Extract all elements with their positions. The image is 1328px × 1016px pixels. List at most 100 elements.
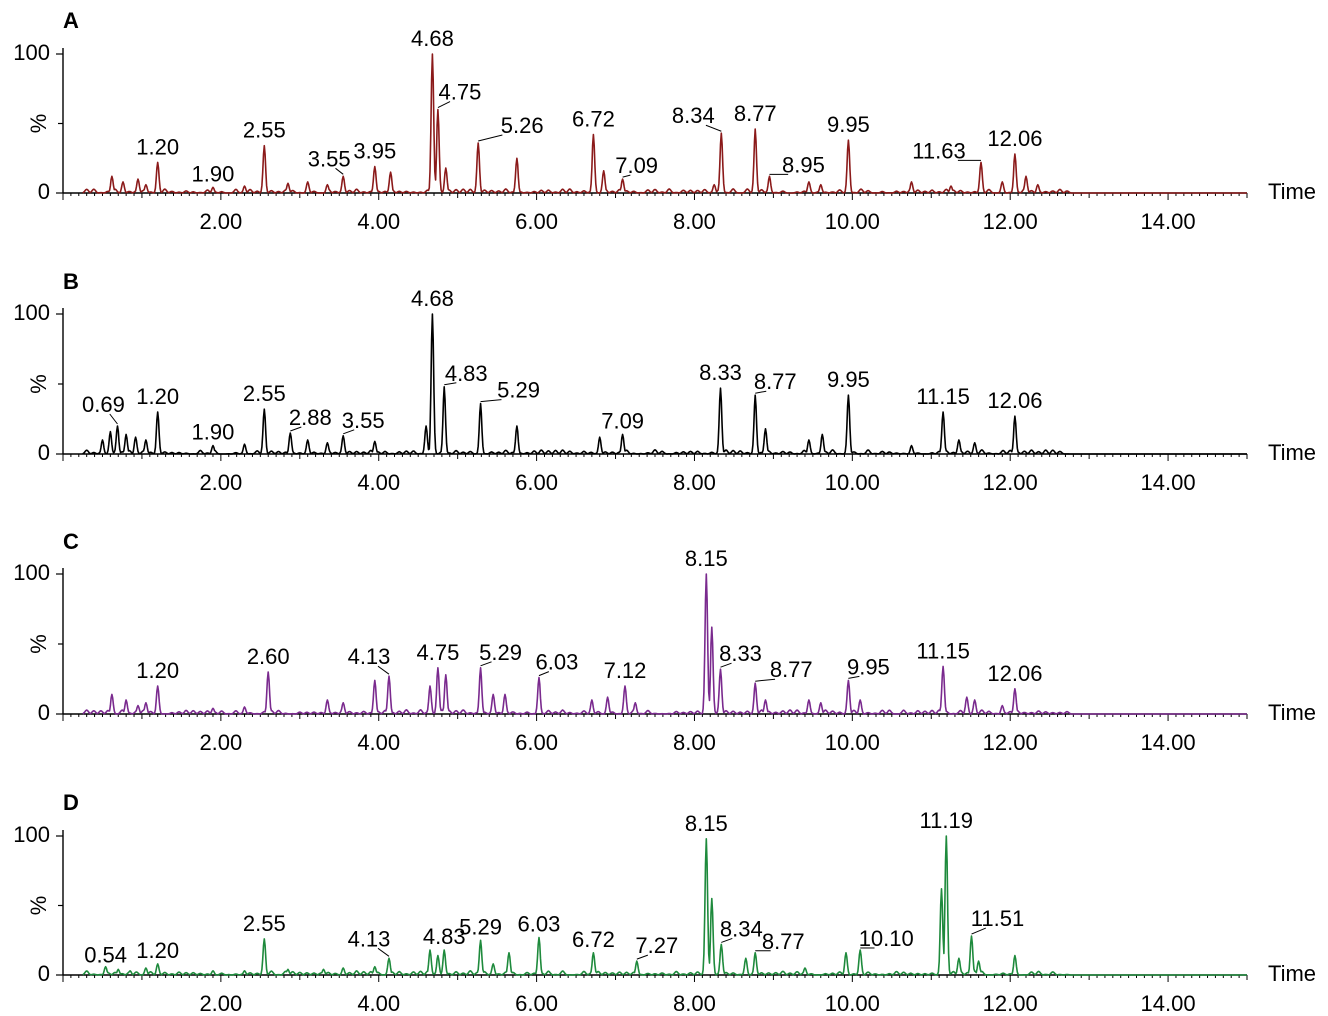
peak-label: 1.20 [136, 658, 179, 683]
peak-label: 8.77 [770, 657, 813, 682]
peak-label: 7.09 [615, 153, 658, 178]
x-tick-label: 14.00 [1141, 730, 1196, 755]
x-tick-label: 14.00 [1141, 470, 1196, 495]
x-tick-label: 4.00 [357, 209, 400, 234]
x-tick-label: 8.00 [673, 209, 716, 234]
peak-leader-line [755, 390, 767, 394]
chromatogram-trace [82, 573, 1247, 715]
peak-label: 3.55 [308, 146, 351, 171]
peak-leader-line [109, 413, 118, 425]
peak-leader-line [848, 675, 860, 679]
peak-label: 8.77 [734, 101, 777, 126]
peak-label: 9.95 [827, 367, 870, 392]
x-tick-label: 6.00 [515, 470, 558, 495]
peak-label: 2.55 [243, 381, 286, 406]
peak-label: 1.90 [192, 161, 235, 186]
peak-label: 8.15 [685, 546, 728, 571]
peak-label: 0.54 [84, 943, 127, 968]
peak-leader-line [636, 954, 649, 960]
x-tick-label: 12.00 [983, 991, 1038, 1016]
peak-label: 2.55 [243, 911, 286, 936]
x-tick-label: 10.00 [825, 209, 880, 234]
peak-label: 1.20 [136, 384, 179, 409]
peak-leader-line [720, 662, 732, 668]
peak-label: 2.60 [247, 644, 290, 669]
peak-leader-line [755, 678, 776, 682]
peak-leader-line [480, 399, 502, 403]
y-tick-label: 0 [38, 179, 50, 204]
peak-leader-line [437, 101, 451, 109]
x-tick-label: 14.00 [1141, 991, 1196, 1016]
peak-label: 8.15 [685, 811, 728, 836]
peak-label: 8.33 [719, 641, 762, 666]
x-axis-label: Time [1268, 440, 1316, 465]
peak-label: 0.69 [82, 392, 125, 417]
peak-label: 4.68 [411, 26, 454, 51]
y-tick-label: 0 [38, 440, 50, 465]
peak-label: 4.83 [423, 924, 466, 949]
peak-leader-line [971, 927, 987, 935]
x-axis-label: Time [1268, 961, 1316, 986]
y-tick-label: 100 [13, 300, 50, 325]
y-tick-label: 0 [38, 961, 50, 986]
peak-leader-line [377, 665, 390, 675]
peak-label: 7.27 [635, 933, 678, 958]
y-tick-label: 100 [13, 560, 50, 585]
peak-label: 8.33 [699, 360, 742, 385]
peak-label: 12.06 [987, 661, 1042, 686]
peak-label: 7.09 [601, 408, 644, 433]
peak-label: 2.88 [289, 405, 332, 430]
peak-leader-line [622, 174, 631, 178]
chromatogram-panel-d: D 100 0% 2.00 4.00 6.00 8.00 10.00 12.00 14.00 Tim… [13, 790, 1316, 1016]
peak-label: 5.26 [501, 113, 544, 138]
peak-label: 11.15 [916, 638, 969, 663]
x-tick-label: 2.00 [199, 470, 242, 495]
peak-label: 1.20 [136, 938, 179, 963]
peak-label: 4.13 [348, 644, 391, 669]
peak-label: 8.95 [782, 152, 825, 177]
y-tick-label: 0 [38, 700, 50, 725]
y-axis-label: % [26, 896, 51, 916]
peak-label: 12.06 [987, 388, 1042, 413]
x-tick-label: 4.00 [357, 470, 400, 495]
x-axis-label: Time [1268, 700, 1316, 725]
x-tick-label: 12.00 [983, 209, 1038, 234]
panel-letter: D [63, 790, 79, 815]
y-axis-label: % [26, 374, 51, 394]
x-axis-label: Time [1268, 179, 1316, 204]
peak-leader-line [705, 124, 722, 132]
peak-leader-line [444, 382, 457, 386]
x-tick-label: 4.00 [357, 991, 400, 1016]
x-tick-label: 12.00 [983, 470, 1038, 495]
peak-label: 6.72 [572, 927, 615, 952]
peak-label: 4.75 [417, 640, 460, 665]
peak-leader-line [335, 167, 344, 175]
peak-label: 8.77 [754, 369, 797, 394]
peak-label: 6.72 [572, 107, 615, 132]
x-tick-label: 4.00 [357, 730, 400, 755]
peak-label: 11.19 [920, 808, 973, 833]
x-tick-label: 12.00 [983, 730, 1038, 755]
peak-label: 5.29 [459, 914, 502, 939]
peak-label: 11.15 [916, 384, 969, 409]
x-tick-label: 8.00 [673, 470, 716, 495]
panel-letter: C [63, 529, 79, 554]
x-tick-label: 2.00 [199, 730, 242, 755]
peak-label: 6.03 [518, 911, 561, 936]
chromatogram-panel-c: C 100 0% 2.00 4.00 6.00 8.00 10.00 12.00 14.00 Tim… [13, 529, 1316, 755]
peak-label: 6.03 [536, 650, 579, 675]
peak-label: 2.55 [243, 118, 286, 143]
x-tick-label: 8.00 [673, 991, 716, 1016]
x-tick-label: 2.00 [199, 991, 242, 1016]
peak-label: 5.29 [479, 640, 522, 665]
peak-leader-line [721, 937, 733, 943]
x-tick-label: 14.00 [1141, 209, 1196, 234]
x-tick-label: 6.00 [515, 209, 558, 234]
peak-label: 11.63 [912, 138, 965, 163]
peak-label: 8.77 [762, 929, 805, 954]
peak-label: 4.68 [411, 286, 454, 311]
peak-label: 1.90 [192, 420, 235, 445]
chromatogram-trace [82, 835, 1247, 976]
y-tick-label: 100 [13, 822, 50, 847]
peak-label: 8.34 [720, 916, 763, 941]
